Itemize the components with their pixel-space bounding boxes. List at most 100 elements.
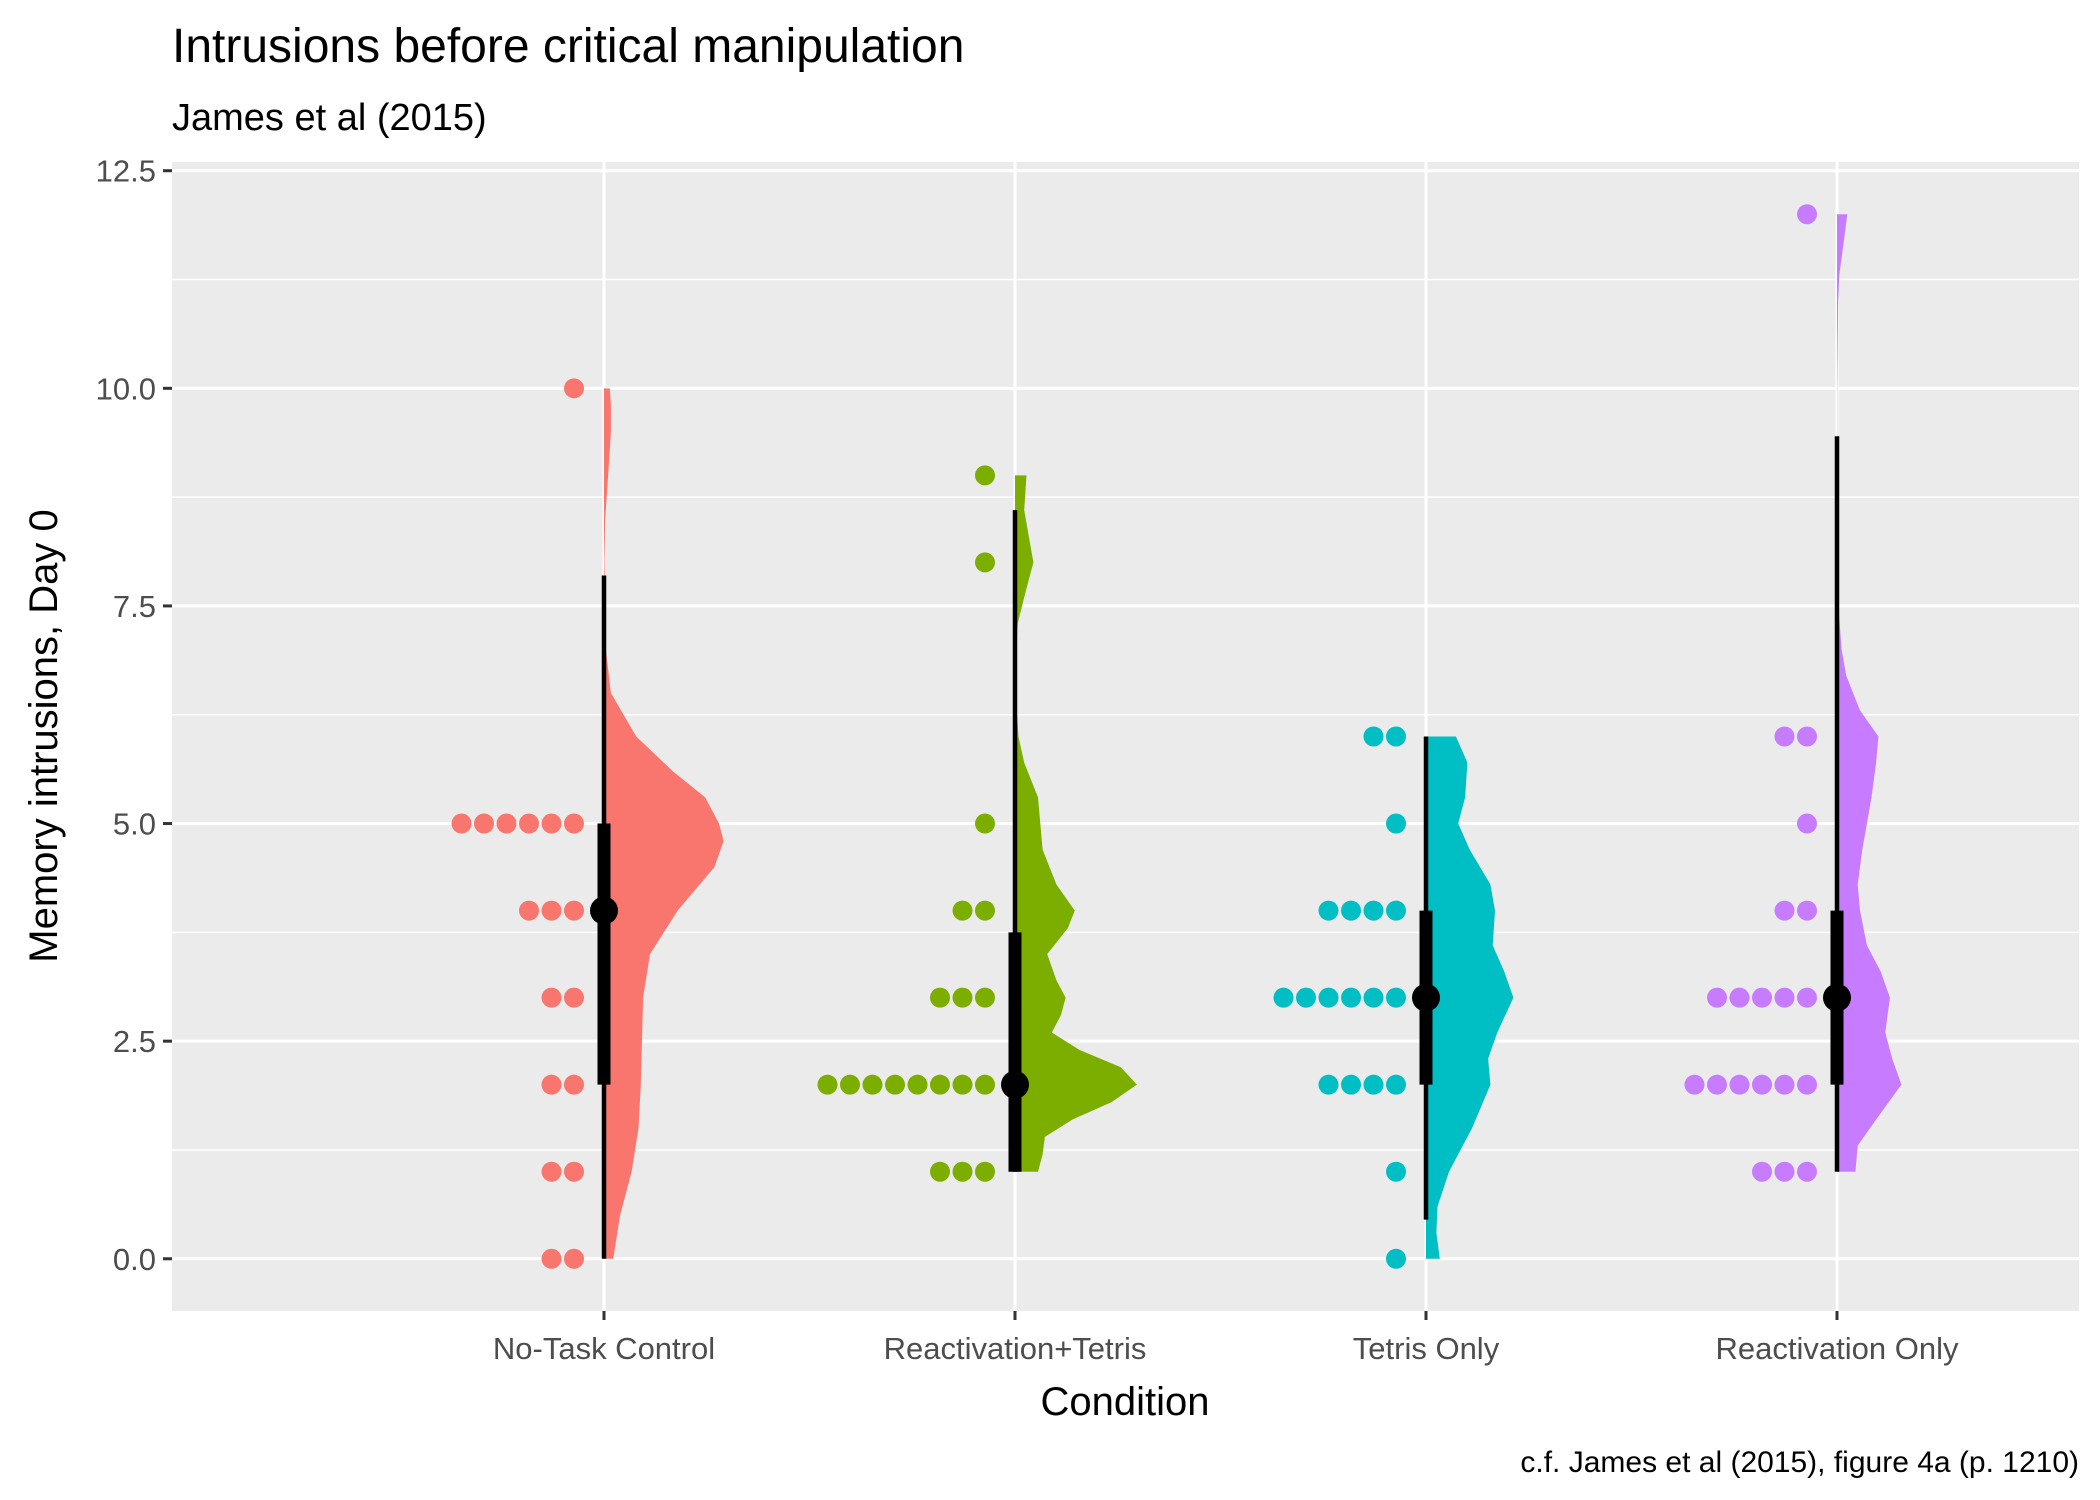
data-point [1752, 1074, 1772, 1095]
data-point [1386, 987, 1406, 1008]
data-point [1318, 987, 1339, 1008]
axes: 0.0 2.5 5.0 7.5 10.0 12.5 No-Task Control React… [96, 154, 1959, 1366]
data-point [1341, 987, 1361, 1008]
data-point [975, 987, 995, 1008]
chart-caption: c.f. James et al (2015), figure 4a (p. 1… [1520, 1446, 2079, 1479]
median-point [1412, 983, 1440, 1012]
density-cloud [1015, 475, 1137, 1172]
data-point [930, 987, 950, 1008]
data-point [952, 1161, 973, 1182]
data-point [1296, 987, 1316, 1008]
data-point [840, 1074, 860, 1095]
chart-title: Intrusions before critical manipulation [172, 20, 964, 73]
data-point [1707, 987, 1727, 1008]
chart-subtitle: James et al (2015) [172, 97, 487, 139]
y-tick-label: 12.5 [96, 154, 156, 189]
data-point [564, 900, 584, 921]
x-tick-label: Tetris Only [1353, 1331, 1500, 1366]
data-point [1797, 813, 1817, 834]
y-tick-label: 5.0 [113, 807, 156, 842]
data-point [1386, 900, 1406, 921]
data-point [952, 987, 973, 1008]
data-point [541, 1074, 562, 1095]
data-point [952, 1074, 973, 1095]
data-point [1684, 1074, 1705, 1095]
data-point [474, 813, 494, 834]
data-point [541, 987, 562, 1008]
data-point [564, 1074, 584, 1095]
data-point [541, 1248, 562, 1269]
data-point [1386, 1248, 1406, 1269]
data-point [1363, 900, 1384, 921]
data-point [1363, 726, 1384, 747]
data-point [975, 1074, 995, 1095]
data-point [1729, 1074, 1750, 1095]
data-point [1386, 1074, 1406, 1095]
data-point [862, 1074, 883, 1095]
data-point [1318, 1074, 1339, 1095]
data-point [1707, 1074, 1727, 1095]
data-point [541, 1161, 562, 1182]
data-point [519, 813, 539, 834]
data-point [564, 378, 584, 399]
x-tick-label: Reactivation+Tetris [884, 1331, 1147, 1366]
x-tick-label: No-Task Control [493, 1331, 715, 1366]
data-point [1386, 813, 1406, 834]
data-point [1363, 987, 1384, 1008]
data-point [541, 813, 562, 834]
data-point [1797, 1074, 1817, 1095]
dot-rain [451, 204, 1817, 1269]
data-point [885, 1074, 905, 1095]
data-point [1341, 900, 1361, 921]
data-point [1797, 726, 1817, 747]
data-point [1774, 1161, 1795, 1182]
density-clouds [604, 214, 1902, 1259]
data-point [1386, 1161, 1406, 1182]
data-point [975, 813, 995, 834]
data-point [1797, 900, 1817, 921]
data-point [1341, 1074, 1361, 1095]
data-point [1774, 900, 1795, 921]
data-point [975, 900, 995, 921]
median-point [1823, 983, 1851, 1012]
y-axis-title: Memory intrusions, Day 0 [22, 509, 66, 962]
data-point [1797, 204, 1817, 225]
data-point [952, 900, 973, 921]
data-point [541, 900, 562, 921]
data-point [975, 465, 995, 486]
y-tick-label: 0.0 [113, 1242, 156, 1277]
data-point [564, 987, 584, 1008]
y-tick-label: 2.5 [113, 1024, 156, 1059]
density-cloud [1426, 736, 1514, 1259]
data-point [1774, 1074, 1795, 1095]
data-point [564, 1248, 584, 1269]
data-point [817, 1074, 838, 1095]
data-point [564, 1161, 584, 1182]
data-point [930, 1161, 950, 1182]
y-tick-label: 10.0 [96, 371, 156, 406]
data-point [451, 813, 472, 834]
x-tick-label: Reactivation Only [1716, 1331, 1959, 1366]
data-point [1752, 1161, 1772, 1182]
x-axis-title: Condition [1040, 1380, 1209, 1424]
data-point [1363, 1074, 1384, 1095]
data-point [1797, 987, 1817, 1008]
data-point [1729, 987, 1750, 1008]
data-point [496, 813, 517, 834]
data-point [975, 1161, 995, 1182]
median-point [590, 896, 618, 925]
data-point [1386, 726, 1406, 747]
density-cloud [1837, 214, 1902, 1172]
density-cloud [604, 388, 724, 1259]
data-point [1774, 987, 1795, 1008]
data-point [1273, 987, 1294, 1008]
data-point [1774, 726, 1795, 747]
point-intervals [590, 436, 1851, 1259]
data-point [1752, 987, 1772, 1008]
data-point [564, 813, 584, 834]
data-point [1318, 900, 1339, 921]
median-point [1001, 1070, 1029, 1099]
data-point [930, 1074, 950, 1095]
data-point [519, 900, 539, 921]
